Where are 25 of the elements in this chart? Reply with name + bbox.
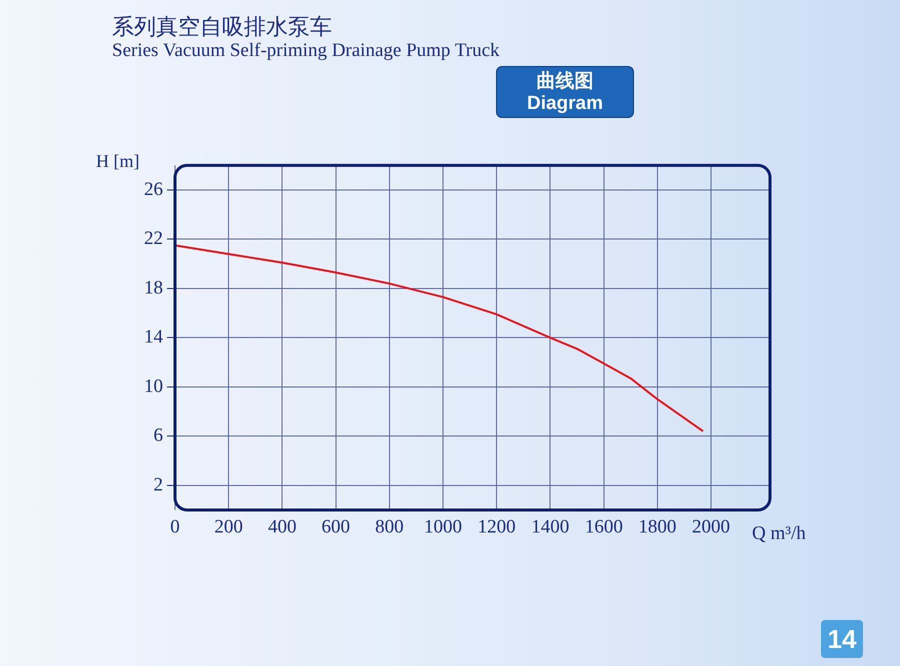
y-tick-label: 22 [144,228,163,250]
x-tick-label: 800 [375,516,404,538]
chart-subtitle: Series Vacuum Self-priming Drainage Pump Truck [112,40,500,62]
x-tick-label: 1800 [638,516,676,538]
x-tick-label: 1400 [531,516,570,538]
x-tick-label: 0 [170,516,180,538]
x-tick-label: 600 [322,516,350,538]
x-tick-label: 2000 [692,516,730,538]
x-tick-label: 1600 [584,516,623,538]
text: 曲线图 [536,71,594,93]
x-tick-label: 1000 [424,516,462,538]
text: Diagram [526,93,604,115]
y-tick-label: 14 [144,326,164,348]
y-tick-label: 10 [144,376,163,397]
x-tick-label: 1200 [478,516,516,538]
y-tick-label: 6 [154,425,163,446]
y-tick-label: 26 [144,179,163,200]
x-tick-label: 200 [214,516,243,538]
chart-title: 系列真空自吸排水泵车 [112,14,332,39]
y-axis-title: H [m] [96,151,140,172]
x-axis-title: Q m³/h [752,523,806,545]
text: 14 [821,620,863,658]
x-tick-label: 400 [268,516,296,538]
y-tick-label: 2 [154,474,163,496]
y-tick-label: 18 [144,277,163,298]
